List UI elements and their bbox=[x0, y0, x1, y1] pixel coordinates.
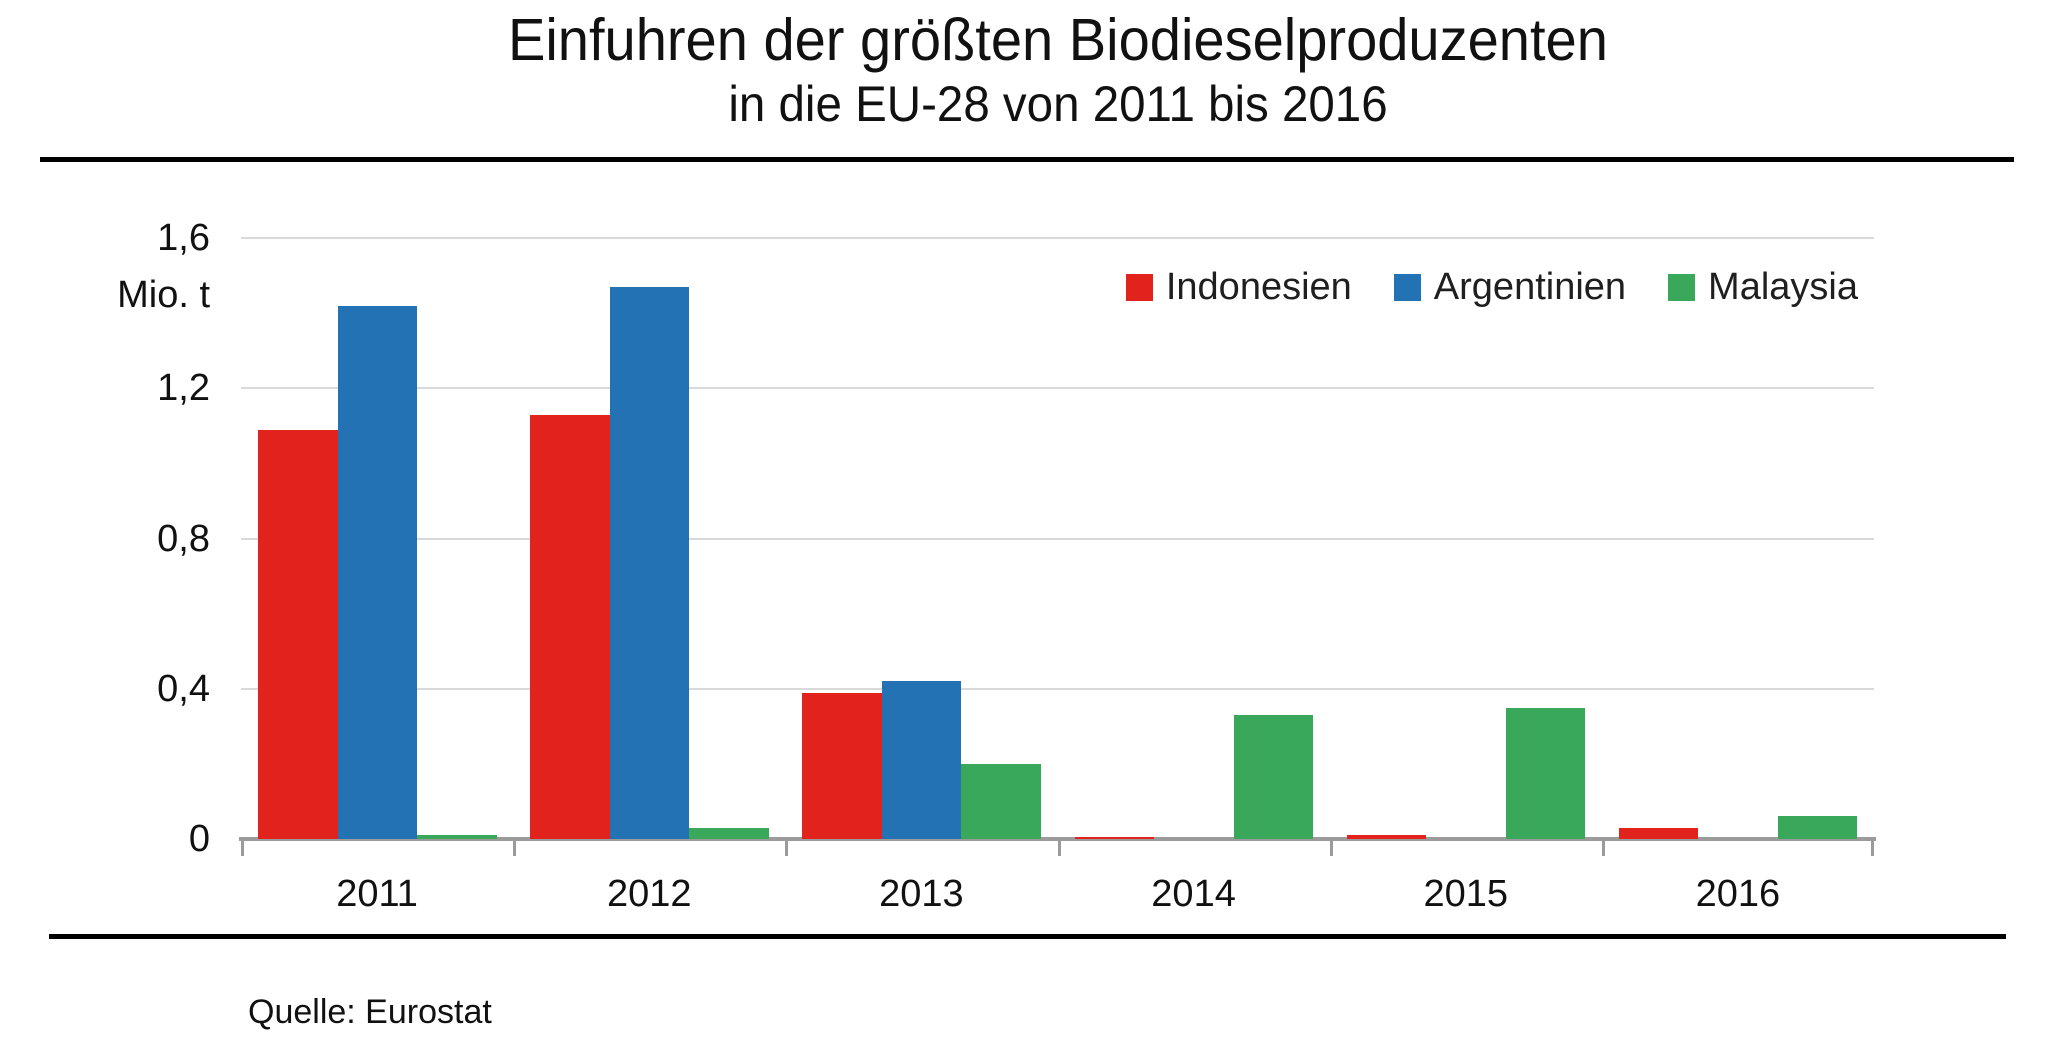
bar-indonesien-2013 bbox=[802, 692, 882, 839]
bar-indonesien-2014 bbox=[1074, 837, 1154, 839]
legend-swatch-icon bbox=[1125, 274, 1153, 301]
gridline-1.6 bbox=[241, 237, 1874, 239]
y-axis-unit-label: Mio. t bbox=[117, 274, 210, 316]
source-note: Quelle: Eurostat bbox=[248, 993, 492, 1031]
gridline-1.2 bbox=[241, 387, 1874, 390]
legend-label: Indonesien bbox=[1165, 266, 1352, 308]
x-tick-label-2012: 2012 bbox=[606, 873, 692, 915]
x-tick-label-2016: 2016 bbox=[1695, 873, 1781, 915]
chart-title-line2: in die EU-28 von 2011 bis 2016 bbox=[727, 75, 1388, 132]
legend-swatch-icon bbox=[1668, 274, 1696, 301]
bar-argentinien-2011 bbox=[337, 305, 417, 839]
top-divider-rule bbox=[40, 157, 2014, 162]
x-tick-label-2014: 2014 bbox=[1151, 873, 1236, 915]
plot-area bbox=[239, 237, 1876, 856]
legend-label: Argentinien bbox=[1433, 266, 1627, 308]
bar-indonesien-2012 bbox=[530, 414, 610, 839]
x-axis-tick bbox=[1871, 841, 1874, 856]
legend-swatch-icon bbox=[1393, 274, 1421, 301]
bar-malaysia-2013 bbox=[961, 763, 1041, 839]
legend: Indonesien Argentinien Malaysia bbox=[1125, 266, 1858, 309]
x-tick-label-2013: 2013 bbox=[879, 873, 964, 915]
y-tick-label-1-6: 1,6 bbox=[157, 217, 210, 259]
x-axis-tick bbox=[513, 841, 517, 856]
bar-malaysia-2015 bbox=[1505, 707, 1586, 839]
y-tick-label-1-2: 1,2 bbox=[157, 367, 210, 409]
chart-title: Einfuhren der größten Biodieselproduzent… bbox=[241, 8, 1874, 132]
bar-malaysia-2016 bbox=[1777, 816, 1858, 839]
bar-indonesien-2011 bbox=[258, 429, 338, 839]
bar-argentinien-2012 bbox=[609, 286, 690, 839]
bar-indonesien-2016 bbox=[1618, 827, 1699, 839]
legend-item-indonesien: Indonesien bbox=[1125, 266, 1352, 309]
bar-malaysia-2014 bbox=[1233, 715, 1313, 839]
x-axis-tick bbox=[1601, 841, 1605, 856]
chart-title-line1: Einfuhren der größten Biodieselproduzent… bbox=[507, 7, 1608, 73]
gridline-0.4 bbox=[241, 687, 1874, 690]
y-tick-label-0-8: 0,8 bbox=[157, 518, 210, 560]
x-axis-tick bbox=[241, 841, 244, 856]
legend-label: Malaysia bbox=[1708, 266, 1858, 308]
legend-item-malaysia: Malaysia bbox=[1668, 266, 1858, 309]
x-tick-label-2011: 2011 bbox=[336, 873, 418, 915]
bar-malaysia-2011 bbox=[417, 835, 497, 839]
y-tick-label-0: 0 bbox=[188, 818, 210, 860]
bar-malaysia-2012 bbox=[689, 827, 769, 839]
bar-argentinien-2013 bbox=[881, 681, 962, 839]
x-axis-line bbox=[239, 837, 1876, 841]
legend-item-argentinien: Argentinien bbox=[1393, 266, 1627, 309]
bar-indonesien-2015 bbox=[1346, 835, 1427, 839]
gridline-0.8 bbox=[241, 537, 1874, 540]
x-axis-tick bbox=[1329, 841, 1333, 856]
x-tick-label-2015: 2015 bbox=[1423, 873, 1508, 915]
y-tick-label-0-4: 0,4 bbox=[157, 668, 210, 710]
chart-title-line2-wrap: in die EU-28 von 2011 bis 2016 bbox=[241, 75, 1874, 132]
x-axis-tick bbox=[785, 841, 789, 856]
bottom-divider-rule bbox=[49, 934, 2006, 939]
x-axis-tick bbox=[1057, 841, 1061, 856]
